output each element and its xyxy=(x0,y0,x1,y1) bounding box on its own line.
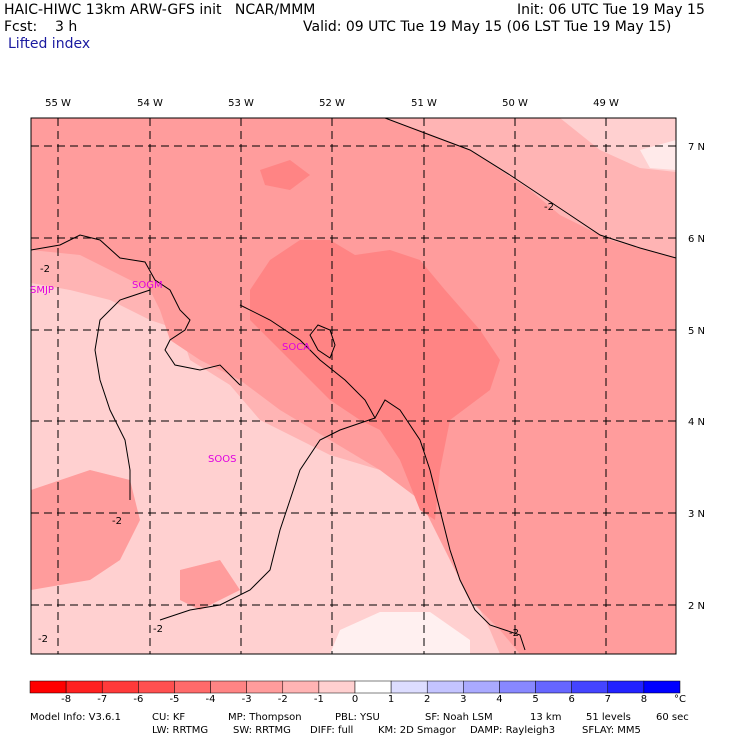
lon-label: 49 W xyxy=(593,98,619,109)
forecast-hour: Fcst: 3 h xyxy=(4,19,78,35)
lat-lon-grid xyxy=(31,118,676,654)
colorbar-swatch xyxy=(65,680,103,694)
colorbar-swatch xyxy=(499,680,536,694)
colorbar-tick-label: 0 xyxy=(351,694,359,705)
footer-damp: DAMP: Rayleigh3 xyxy=(470,725,556,736)
colorbar-tick-label: 1 xyxy=(387,694,395,705)
colorbar-swatch xyxy=(463,680,500,694)
colorbar-tick-label: 6 xyxy=(568,694,575,705)
station-label: SOGM xyxy=(132,280,163,291)
colorbar-tick-label: 5 xyxy=(532,694,539,705)
contour-label: -2 xyxy=(38,634,48,645)
shade-region-light xyxy=(31,283,500,654)
colorbar-tick-label: 8 xyxy=(640,694,648,705)
border-interior xyxy=(94,289,151,500)
colorbar-tick-label: 2 xyxy=(424,694,431,705)
colorbar-tick-label: -3 xyxy=(241,694,252,705)
lon-label: 55 W xyxy=(45,98,71,109)
shade-region-dark xyxy=(250,240,500,520)
lat-label: 7 N xyxy=(688,142,705,153)
shade-patch-dark-north xyxy=(260,160,310,190)
footer-model-info: Model Info: V3.6.1 xyxy=(30,712,121,723)
valid-time: Valid: 09 UTC Tue 19 May 15 (06 LST Tue … xyxy=(303,19,672,35)
colorbar-swatch xyxy=(354,680,392,694)
colorbar-tick-label: 7 xyxy=(604,694,611,705)
footer-sflay: SFLAY: MM5 xyxy=(582,725,641,736)
footer-levels: 51 levels xyxy=(586,712,631,723)
shade-region-lightest xyxy=(330,612,470,654)
colorbar-swatch xyxy=(210,680,247,694)
colorbar-swatch xyxy=(174,680,211,694)
lon-label: 50 W xyxy=(502,98,528,109)
colorbar-swatch xyxy=(282,680,320,694)
coastline xyxy=(384,117,677,259)
colorbar-tick-label: -6 xyxy=(133,694,144,705)
lon-label: 54 W xyxy=(137,98,163,109)
colorbar-swatch xyxy=(101,680,139,694)
lon-label: 53 W xyxy=(228,98,254,109)
lat-label: 5 N xyxy=(688,326,705,337)
footer-km: KM: 2D Smagor xyxy=(378,725,456,736)
init-time: Init: 06 UTC Tue 19 May 15 xyxy=(517,2,705,18)
colorbar-swatch xyxy=(246,680,284,694)
coastline-borders xyxy=(30,117,677,651)
small-polygon xyxy=(309,324,336,359)
contour-label: -2 xyxy=(509,628,519,639)
colorbar-swatch xyxy=(535,680,572,694)
station-label: SOCA xyxy=(282,342,310,353)
contour-label: -2 xyxy=(40,264,50,275)
shade-patch-medium-sw xyxy=(180,560,240,610)
colorbar-swatch xyxy=(138,680,175,694)
colorbar-tick-label: -8 xyxy=(61,694,72,705)
station-label: SMJP xyxy=(30,285,54,296)
colorbar-swatch xyxy=(318,680,356,694)
colorbar-tick-label: 3 xyxy=(460,694,467,705)
footer-timestep: 60 sec xyxy=(656,712,689,723)
border-south xyxy=(159,417,376,621)
map-frame xyxy=(30,117,677,655)
colorbar-swatch xyxy=(643,680,681,694)
footer-lw: LW: RRTMG xyxy=(152,725,209,736)
colorbar-swatch xyxy=(390,680,428,694)
colorbar-swatch xyxy=(29,680,67,694)
station-label: SOOS xyxy=(208,454,236,465)
border-east xyxy=(239,304,526,651)
lat-label: 3 N xyxy=(688,509,705,520)
footer-pbl: PBL: YSU xyxy=(335,712,380,723)
lat-label: 2 N xyxy=(688,601,705,612)
footer-mp: MP: Thompson xyxy=(228,712,302,723)
colorbar-tick-label: -4 xyxy=(205,694,216,705)
colorbar-tick-label: 4 xyxy=(496,694,503,705)
footer-cu: CU: KF xyxy=(152,712,186,723)
contour-label: -2 xyxy=(112,516,122,527)
colorbar xyxy=(29,680,681,694)
colorbar-swatch xyxy=(607,680,645,694)
colorbar-units: °C xyxy=(674,694,686,705)
lat-label: 4 N xyxy=(688,417,705,428)
footer-diff: DIFF: full xyxy=(310,725,354,736)
border-west xyxy=(30,234,241,386)
shade-region-lightest-ne xyxy=(640,140,676,170)
lon-label: 52 W xyxy=(319,98,345,109)
model-title: HAIC-HIWC 13km ARW-GFS init NCAR/MMM xyxy=(4,2,316,18)
lon-label: 51 W xyxy=(411,98,437,109)
colorbar-swatch xyxy=(571,680,609,694)
lat-label: 6 N xyxy=(688,234,705,245)
colorbar-tick-label: -1 xyxy=(313,694,324,705)
footer-sf: SF: Noah LSM xyxy=(425,712,493,723)
colorbar-tick-label: -7 xyxy=(97,694,108,705)
contour-label: -2 xyxy=(153,624,163,635)
colorbar-tick-label: -2 xyxy=(277,694,288,705)
field-name: Lifted index xyxy=(8,36,91,52)
colorbar-swatch xyxy=(426,680,464,694)
colorbar-tick-label: -5 xyxy=(169,694,180,705)
contour-label: -2 xyxy=(544,202,554,213)
footer-resolution: 13 km xyxy=(530,712,562,723)
footer-sw: SW: RRTMG xyxy=(233,725,291,736)
